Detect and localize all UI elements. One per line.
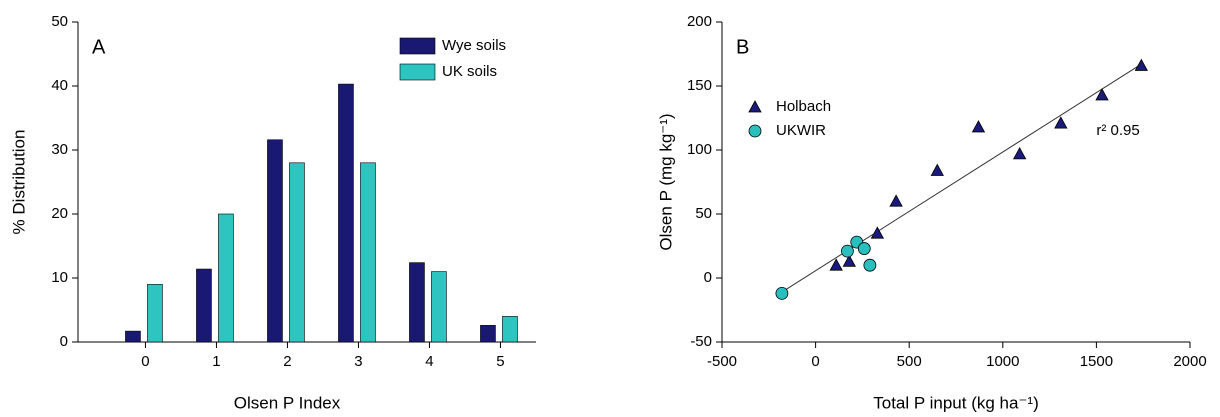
y-tick-label: 50 xyxy=(695,205,712,222)
marker xyxy=(1012,147,1027,160)
bar xyxy=(147,284,163,343)
bar xyxy=(125,330,141,343)
bar xyxy=(409,262,425,343)
marker xyxy=(775,286,789,300)
marker xyxy=(1095,88,1109,101)
panel-label: A xyxy=(92,36,106,58)
x-tick-label: 0 xyxy=(811,353,819,370)
x-tick-label: 500 xyxy=(897,353,922,370)
fit-line xyxy=(781,62,1144,293)
marker xyxy=(863,258,877,272)
y-tick-label: 50 xyxy=(51,13,68,30)
y-tick-label: 30 xyxy=(51,141,68,158)
marker xyxy=(857,242,871,255)
marker xyxy=(889,194,903,207)
y-tick-label: 150 xyxy=(687,77,712,94)
y-tick-label: 40 xyxy=(51,77,68,94)
x-axis-title: Olsen P Index xyxy=(234,393,341,412)
marker xyxy=(842,254,856,267)
legend-label: Wye soils xyxy=(442,37,506,54)
legend-swatch xyxy=(399,37,436,55)
bar xyxy=(360,162,376,343)
bar xyxy=(289,162,305,343)
bar xyxy=(431,271,447,343)
y-tick-label: 200 xyxy=(687,13,712,30)
y-tick-label: 10 xyxy=(51,269,68,286)
x-tick-label: 0 xyxy=(141,353,149,370)
legend-label: UK soils xyxy=(442,63,497,80)
x-tick-label: 2000 xyxy=(1173,353,1206,370)
legend-label: UKWIR xyxy=(776,122,826,139)
bar xyxy=(196,268,212,343)
bar xyxy=(267,139,283,343)
panel-label: B xyxy=(736,36,749,58)
x-axis-title: Total P input (kg ha⁻¹) xyxy=(873,393,1039,412)
x-tick-label: 5 xyxy=(496,353,504,370)
legend-swatch xyxy=(399,63,436,81)
bar xyxy=(502,316,518,343)
marker xyxy=(1134,58,1149,71)
x-tick-label: -500 xyxy=(707,353,737,370)
y-axis-title: Olsen P (mg kg⁻¹) xyxy=(656,113,675,250)
y-tick-label: 20 xyxy=(51,205,68,222)
marker xyxy=(829,258,843,271)
x-tick-label: 4 xyxy=(425,353,433,370)
x-tick-label: 3 xyxy=(354,353,362,370)
marker xyxy=(1054,116,1068,129)
x-tick-label: 1 xyxy=(212,353,220,370)
x-tick-label: 1500 xyxy=(1080,353,1113,370)
y-tick-label: 0 xyxy=(704,269,712,286)
marker xyxy=(841,244,854,258)
x-tick-label: 2 xyxy=(283,353,291,370)
marker xyxy=(971,120,986,133)
x-tick-label: 1000 xyxy=(986,353,1019,370)
legend-marker xyxy=(748,124,762,138)
legend-label: Holbach xyxy=(776,98,831,115)
fit-label: r² 0.95 xyxy=(1096,122,1139,139)
legend-marker xyxy=(748,100,762,113)
y-tick-label: -50 xyxy=(690,333,712,350)
y-tick-label: 100 xyxy=(687,141,712,158)
y-axis-title: % Distribution xyxy=(9,130,28,235)
bar xyxy=(338,83,354,343)
bar xyxy=(218,213,234,343)
marker xyxy=(930,163,944,176)
marker xyxy=(870,226,885,239)
bar xyxy=(480,325,496,343)
y-tick-label: 0 xyxy=(60,333,68,350)
